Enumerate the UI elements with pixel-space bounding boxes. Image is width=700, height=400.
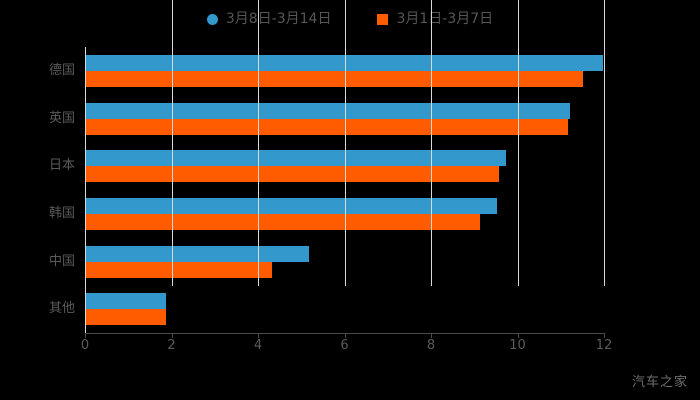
y-axis-category-label: 日本 [48,158,75,174]
x-tick-label: 2 [167,338,176,353]
x-tick-mark [431,333,432,338]
bar[interactable] [86,166,500,183]
chart-legend: 3月8日-3月14日 3月1日-3月7日 [0,8,700,30]
gridline [171,0,173,286]
x-tick-label: 4 [253,338,263,353]
bar[interactable] [86,261,272,278]
bar[interactable] [86,213,480,230]
watermark: 汽车之家 [631,375,688,390]
x-tick-mark [171,333,173,338]
legend-label-series-b: 3月1日-3月7日 [396,11,494,27]
x-tick-mark [344,333,346,338]
x-tick-mark [85,333,86,338]
bar[interactable] [86,118,569,135]
x-tick-label: 10 [509,338,526,353]
bar[interactable] [86,54,603,71]
x-tick-mark [258,333,259,338]
x-tick-mark [604,333,605,338]
x-tick-label: 8 [426,338,436,353]
legend-item-series-a[interactable]: 3月8日-3月14日 [206,11,332,27]
bar[interactable] [86,293,166,310]
plot-area [85,47,604,333]
gridline [604,0,605,286]
x-tick-label: 12 [595,338,613,353]
gridline [344,0,346,286]
legend-item-series-b[interactable]: 3月1日-3月7日 [377,12,493,26]
x-tick-label: 0 [80,338,90,353]
x-tick-mark [517,333,519,338]
bar[interactable] [86,70,584,87]
gridline [258,0,259,286]
bar[interactable] [86,150,506,167]
bar[interactable] [86,197,497,214]
bar[interactable] [86,309,166,326]
y-axis-category-label: 英国 [48,110,75,126]
gridline [517,0,519,286]
x-tick-label: 6 [340,338,349,353]
y-axis-category-label: 中国 [48,253,75,269]
bar[interactable] [86,245,309,262]
bar[interactable] [86,102,571,119]
y-axis-category-label: 德国 [48,62,75,78]
y-axis-line [85,47,86,333]
y-axis-category-label: 韩国 [48,205,75,221]
gridline [431,0,432,286]
y-axis-category-label: 其他 [48,301,75,317]
legend-label-series-a: 3月8日-3月14日 [225,11,332,27]
legend-circle-marker-icon [206,13,218,25]
legend-square-marker-icon [377,13,389,25]
